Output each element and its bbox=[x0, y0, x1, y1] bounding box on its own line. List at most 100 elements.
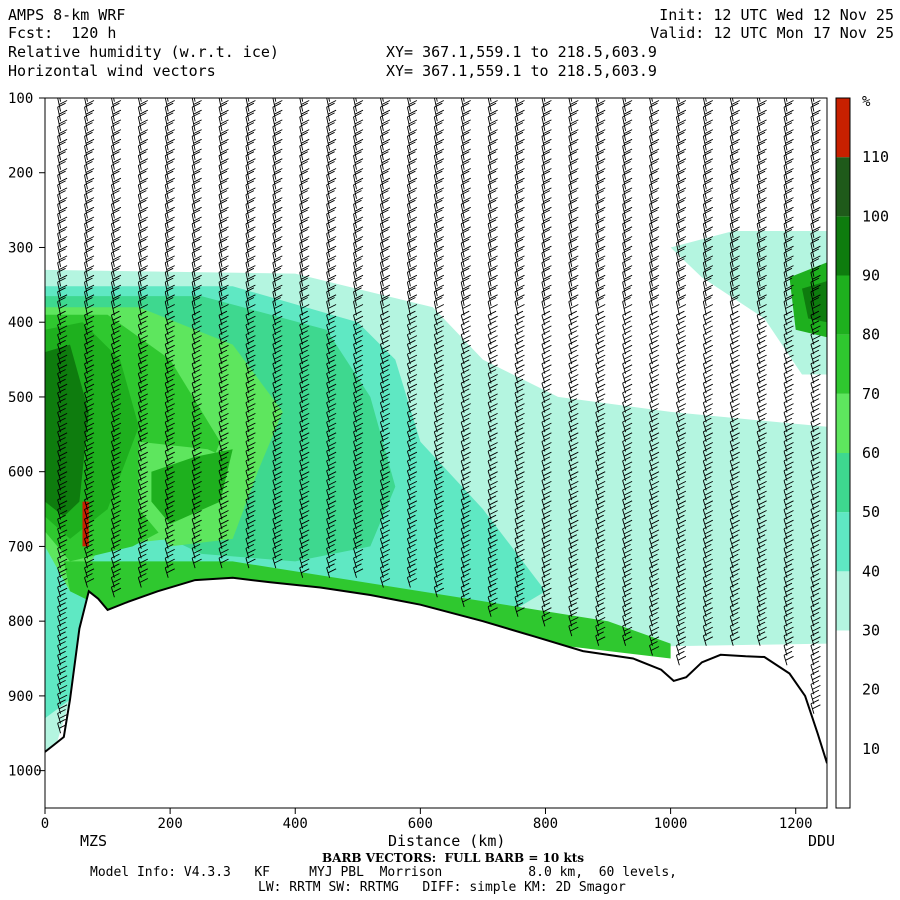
wind-barb bbox=[702, 248, 714, 267]
wind-barb bbox=[460, 592, 471, 608]
wind-barb bbox=[810, 161, 821, 180]
wind-barb bbox=[487, 238, 498, 258]
wind-barb bbox=[729, 112, 740, 131]
wind-barb bbox=[382, 98, 384, 102]
wind-barb bbox=[84, 102, 95, 122]
wind-barb bbox=[460, 219, 471, 238]
wind-barb bbox=[272, 190, 283, 209]
wind-barb bbox=[406, 297, 418, 316]
wind-barb bbox=[783, 112, 794, 131]
wind-barb bbox=[649, 141, 660, 161]
wind-barb bbox=[379, 199, 391, 219]
wind-barb bbox=[756, 122, 767, 141]
init-time: Init: 12 UTC Wed 12 Nov 25 bbox=[659, 6, 894, 24]
wind-barb bbox=[379, 141, 391, 161]
barb-legend: BARB VECTORS: FULL BARB = 10 kts bbox=[322, 851, 585, 865]
wind-barb bbox=[84, 267, 95, 287]
wind-barb bbox=[675, 131, 687, 151]
wind-barb bbox=[675, 161, 687, 180]
wind-barb bbox=[649, 98, 660, 112]
wind-barb bbox=[568, 621, 579, 637]
wind-barb bbox=[433, 297, 445, 316]
wind-barb bbox=[460, 190, 471, 209]
wind-barb bbox=[487, 330, 498, 345]
wind-barb bbox=[568, 170, 579, 190]
wind-barb bbox=[622, 349, 633, 365]
wind-barb bbox=[514, 602, 525, 617]
wind-barb bbox=[191, 258, 202, 277]
wind-barb bbox=[272, 277, 283, 297]
wind-barb bbox=[649, 219, 660, 238]
wind-barb bbox=[649, 349, 660, 365]
wind-barb bbox=[783, 219, 794, 238]
wind-barb bbox=[137, 180, 149, 199]
wind-barb bbox=[379, 287, 391, 306]
wind-barb bbox=[379, 102, 391, 122]
wind-barb bbox=[379, 297, 391, 316]
wind-barb bbox=[514, 122, 525, 141]
wind-barb bbox=[164, 141, 175, 161]
wind-barb bbox=[460, 122, 471, 141]
wind-barb bbox=[783, 258, 794, 277]
wind-barb bbox=[110, 131, 122, 151]
wind-barb bbox=[379, 190, 391, 209]
wind-barb bbox=[245, 287, 256, 306]
wind-barb bbox=[595, 267, 606, 287]
wind-barb bbox=[406, 277, 418, 297]
wind-barb bbox=[568, 258, 579, 277]
wind-barb bbox=[272, 180, 283, 199]
wind-barb bbox=[84, 277, 95, 297]
wind-barb bbox=[433, 102, 445, 122]
wind-barb bbox=[702, 180, 714, 199]
wind-barb bbox=[810, 199, 821, 219]
wind-barb bbox=[110, 267, 122, 287]
wind-barb bbox=[137, 229, 149, 248]
colorbar-unit: % bbox=[862, 94, 871, 110]
wind-barb bbox=[84, 219, 95, 238]
wind-barb bbox=[406, 238, 418, 258]
wind-barb bbox=[541, 258, 552, 277]
colorbar-tick-label: 10 bbox=[862, 740, 880, 758]
wind-barb bbox=[541, 369, 552, 384]
wind-barb bbox=[299, 563, 310, 578]
colorbar-bin bbox=[836, 512, 850, 572]
wind-barb bbox=[110, 582, 122, 598]
wind-barb bbox=[756, 320, 767, 336]
wind-barb bbox=[649, 180, 660, 199]
wind-barb bbox=[110, 229, 122, 248]
wind-barb bbox=[649, 229, 660, 248]
wind-barb bbox=[810, 258, 821, 277]
wind-barb bbox=[810, 209, 821, 229]
wind-barb bbox=[702, 267, 714, 287]
wind-barb bbox=[783, 122, 794, 141]
wind-barb bbox=[433, 122, 445, 141]
wind-barb bbox=[272, 229, 283, 248]
wind-barb bbox=[783, 238, 794, 258]
wind-barb bbox=[810, 122, 821, 141]
wind-barb bbox=[487, 248, 498, 267]
wind-barb bbox=[245, 131, 256, 151]
wind-barb bbox=[299, 219, 310, 238]
wind-barb bbox=[568, 219, 579, 238]
wind-barb bbox=[595, 180, 606, 199]
wind-barb bbox=[191, 190, 202, 209]
wind-barb bbox=[595, 161, 606, 180]
wind-barb bbox=[541, 199, 552, 219]
wind-barb bbox=[649, 330, 660, 345]
wind-barb bbox=[487, 320, 498, 336]
wind-barb bbox=[810, 98, 821, 112]
wind-barb bbox=[353, 248, 364, 267]
wind-barb bbox=[622, 258, 633, 277]
wind-barb bbox=[86, 98, 88, 102]
wind-barb bbox=[462, 98, 465, 102]
wind-barb bbox=[355, 98, 357, 102]
wind-barb bbox=[729, 180, 740, 199]
wind-barb bbox=[541, 151, 552, 170]
colorbar-bin bbox=[836, 275, 850, 335]
wind-barb bbox=[433, 267, 445, 287]
wind-barb bbox=[326, 287, 337, 306]
colorbar-bin bbox=[836, 157, 850, 217]
wind-barb bbox=[649, 320, 660, 336]
right-endpoint: DDU bbox=[808, 832, 836, 850]
wind-barb bbox=[433, 131, 445, 151]
